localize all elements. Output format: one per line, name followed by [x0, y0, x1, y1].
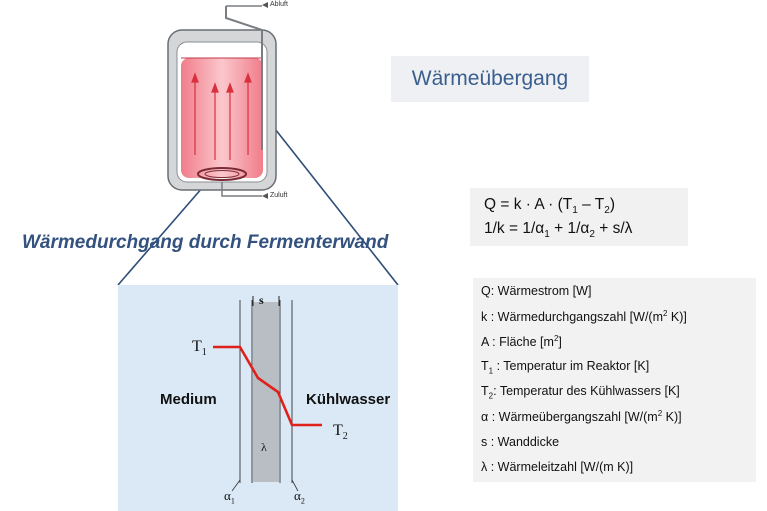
legend-text: K)] — [662, 410, 682, 425]
alpha2-sub: 2 — [300, 496, 305, 506]
legend-text: : Temperatur des Kühlwassers [K] — [493, 384, 680, 398]
t2-text: T — [333, 422, 343, 439]
legend-sup: 2 — [657, 409, 663, 418]
formula1-part-a: Q = k · A · (T — [484, 196, 573, 213]
legend-item: T1 : Temperatur im Reaktor [K] — [481, 359, 649, 376]
formula-box: Q = k · A · (T1 – T2) 1/k = 1/α1 + 1/α2 … — [470, 188, 688, 246]
exhaust-label: Abluft — [270, 1, 288, 8]
zoom-line-right — [267, 119, 399, 286]
legend-item: T2: Temperatur des Kühlwassers [K] — [481, 384, 680, 401]
formula2-part-a: 1/k = 1/α — [484, 220, 545, 237]
formula1-sub-1: 1 — [572, 205, 578, 217]
legend-text: α : Wärmeübergangszahl [W/(m — [481, 410, 658, 425]
legend-text: A : Fläche [m — [481, 335, 554, 350]
alpha2-label: α2 — [294, 488, 305, 506]
formula1-part-b: – T — [577, 196, 605, 213]
t1-text: T — [192, 338, 202, 355]
formula-transfer-coefficient: 1/k = 1/α1 + 1/α2 + s/λ — [484, 220, 632, 240]
lambda-label: λ — [261, 440, 267, 454]
t2-sub: 2 — [342, 431, 348, 443]
legend-text: T — [481, 384, 489, 398]
formula2-part-c: + s/λ — [594, 220, 633, 237]
legend-box: Q: Wärmestrom [W] k : Wärmedurchgangszah… — [473, 278, 756, 482]
legend-text: ] — [558, 335, 562, 350]
t1-sub: 1 — [201, 347, 207, 359]
coolant-label: Kühlwasser — [306, 391, 391, 408]
legend-text: λ : Wärmeleitzahl [W/(m K)] — [481, 460, 634, 474]
legend-item: k : Wärmedurchgangszahl [W/(m2 K)] — [481, 309, 687, 324]
formula1-sub-2: 2 — [604, 205, 610, 217]
legend-sub: 2 — [488, 391, 494, 401]
legend-text: K)] — [667, 310, 687, 325]
legend-sup: 2 — [663, 309, 668, 318]
formula2-sub-1: 1 — [544, 229, 550, 241]
page-title: Wärmeübergang — [391, 56, 589, 102]
supply-label: Zuluft — [270, 192, 288, 199]
legend-item: A : Fläche [m2] — [481, 334, 562, 349]
legend-item: Q: Wärmestrom [W] — [481, 284, 591, 298]
legend-item: s : Wanddicke — [481, 435, 559, 449]
wall-panel — [118, 285, 398, 511]
alpha1-sub: 1 — [230, 496, 235, 506]
legend-text: : Temperatur im Reaktor [K] — [493, 359, 650, 373]
alpha1-text: α — [224, 488, 231, 503]
temperature-profile-line — [213, 345, 322, 427]
legend-sup: 2 — [553, 334, 559, 343]
legend-sub: 1 — [488, 366, 494, 376]
legend-text: k : Wärmedurchgangszahl [W/(m — [481, 310, 663, 325]
alpha2-text: α — [294, 488, 301, 503]
legend-text: T — [481, 359, 489, 373]
formula2-part-b: + 1/α — [549, 220, 590, 237]
legend-item: λ : Wärmeleitzahl [W/(m K)] — [481, 460, 633, 474]
medium-label: Medium — [160, 391, 217, 408]
t2-label: T2 — [333, 422, 348, 442]
page-title-text: Wärmeübergang — [411, 67, 569, 90]
alpha1-label: α1 — [224, 488, 235, 506]
legend-text: Q: Wärmestrom [W] — [481, 284, 592, 298]
t1-label: T1 — [192, 338, 207, 358]
formula-heat-flow: Q = k · A · (T1 – T2) — [484, 196, 615, 216]
legend-item: α : Wärmeübergangszahl [W/(m2 K)] — [481, 409, 682, 424]
formula1-part-c: ) — [609, 196, 615, 213]
wall-thickness-label: s — [259, 293, 264, 307]
formula2-sub-2: 2 — [589, 229, 595, 241]
legend-text: s : Wanddicke — [481, 435, 560, 449]
subtitle: Wärmedurchgang durch Fermenterwand — [22, 232, 389, 253]
fermenter-vessel — [167, 2, 277, 199]
